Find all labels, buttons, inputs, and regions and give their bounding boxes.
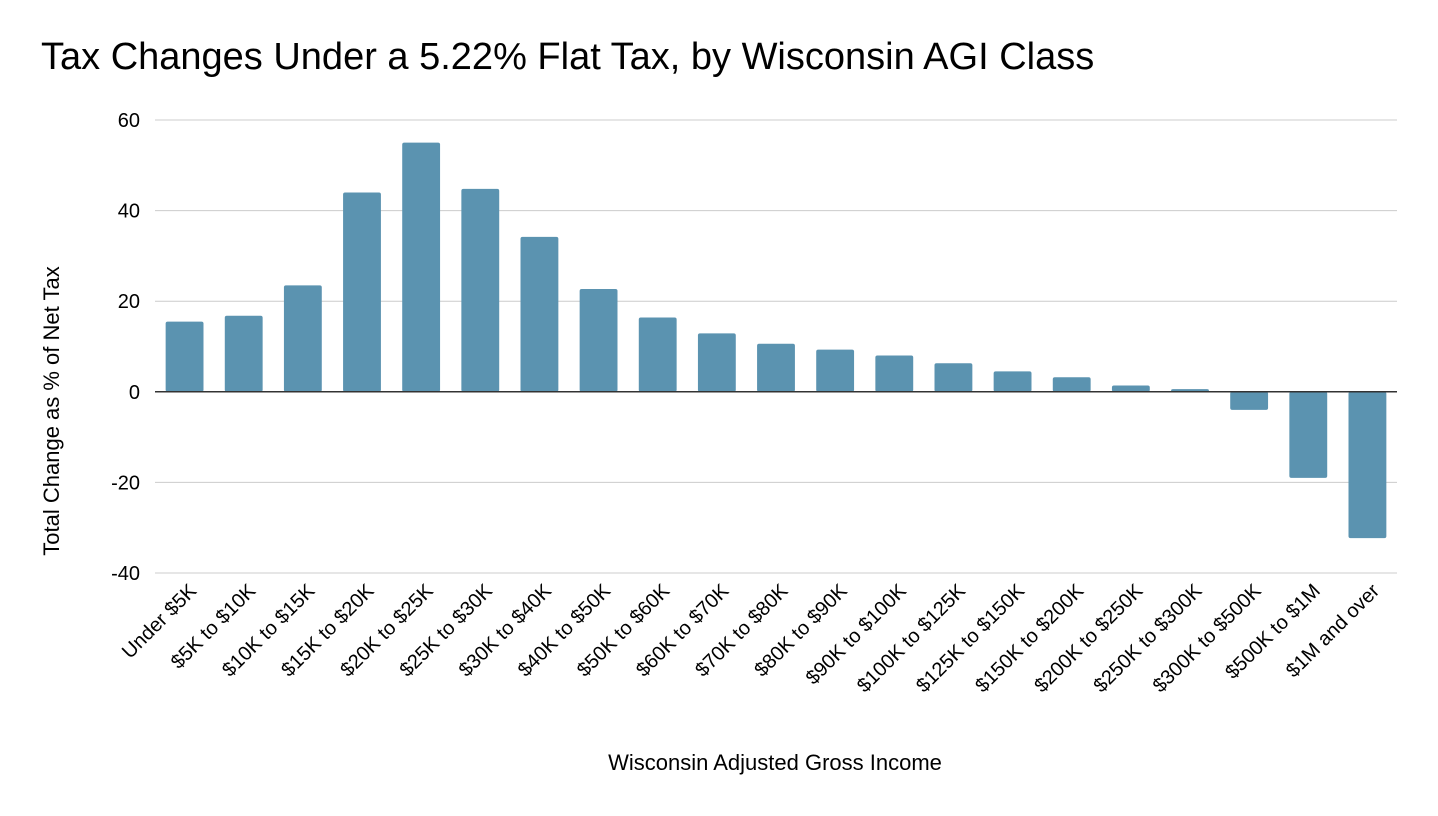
bar xyxy=(1289,391,1328,478)
y-tick-label: 40 xyxy=(118,201,140,223)
y-axis-label: Total Change as % of Net Tax xyxy=(39,266,64,555)
x-tick-label: $200K to $250K xyxy=(1030,580,1147,697)
bars xyxy=(165,142,1387,539)
bar xyxy=(520,236,559,392)
y-tick-label: 20 xyxy=(118,291,140,313)
bar xyxy=(875,355,914,392)
x-tick-label: $300K to $500K xyxy=(1149,580,1266,697)
chart-title: Tax Changes Under a 5.22% Flat Tax, by W… xyxy=(41,36,1095,78)
bar xyxy=(638,317,677,392)
bar xyxy=(461,188,500,392)
bar xyxy=(816,349,855,392)
bar xyxy=(934,363,973,392)
bar xyxy=(1230,391,1269,410)
bar xyxy=(165,321,204,392)
x-tick-label: $100K to $125K xyxy=(853,580,970,697)
y-axis-ticks: 60 40 20 0 -20 -40 xyxy=(111,110,140,585)
bar xyxy=(757,343,795,392)
bar xyxy=(579,288,618,392)
y-tick-label: 0 xyxy=(129,382,140,404)
x-tick-label: $90K to $100K xyxy=(802,580,912,690)
bar xyxy=(697,333,736,392)
bar xyxy=(343,192,381,392)
bar xyxy=(1111,385,1150,392)
x-tick-label: $250K to $300K xyxy=(1090,580,1207,697)
x-tick-label: $150K to $200K xyxy=(971,580,1088,697)
bar xyxy=(402,142,441,392)
bar xyxy=(1348,391,1387,539)
x-axis-label: Wisconsin Adjusted Gross Income xyxy=(608,750,942,775)
x-axis-ticks: Under $5K$5K to $10K$10K to $15K$15K to … xyxy=(118,580,1384,697)
y-tick-label: 60 xyxy=(118,110,140,132)
y-tick-label: -40 xyxy=(111,563,140,585)
bar xyxy=(283,285,322,392)
bar xyxy=(1052,377,1091,392)
x-tick-label: $125K to $150K xyxy=(912,580,1029,697)
y-tick-label: -20 xyxy=(111,472,140,494)
bar xyxy=(993,371,1032,392)
bar xyxy=(224,315,263,392)
